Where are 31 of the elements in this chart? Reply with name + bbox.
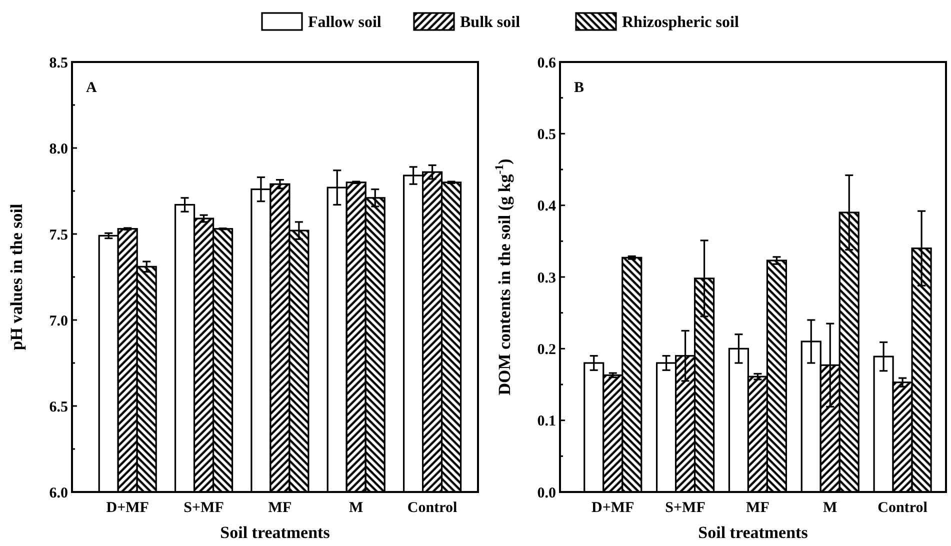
y-tick-label: 0.2 xyxy=(537,342,556,358)
x-tick-label: D+MF xyxy=(592,500,634,516)
legend-label: Fallow soil xyxy=(308,14,382,31)
legend-label: Bulk soil xyxy=(460,14,521,31)
x-tick-label: S+MF xyxy=(184,500,224,516)
y-tick-label: 6.0 xyxy=(49,485,68,502)
y-tick-label: 6.5 xyxy=(49,399,68,416)
x-axis-title: Soil treatments xyxy=(698,523,808,542)
y-tick-label: 0.3 xyxy=(537,270,556,286)
y-tick-label: 7.5 xyxy=(49,227,68,244)
annotation: A xyxy=(86,80,97,96)
y-tick-label: 0.0 xyxy=(537,485,556,502)
y-tick-label: 8.5 xyxy=(49,55,68,72)
x-tick-label: M xyxy=(349,500,364,516)
x-tick-label: MF xyxy=(268,500,292,516)
y-tick-label: 0.1 xyxy=(537,414,556,430)
y-tick-label: 0.5 xyxy=(537,126,556,143)
x-tick-label: M xyxy=(823,500,838,516)
x-tick-label: Control xyxy=(878,500,928,516)
y-tick-label: 7.0 xyxy=(49,313,68,330)
y-tick-label: 0.4 xyxy=(537,198,556,215)
x-tick-label: S+MF xyxy=(665,500,706,516)
y-axis-title: pH values in the soil xyxy=(7,204,26,350)
annotation: B xyxy=(574,80,584,96)
x-tick-label: D+MF xyxy=(106,500,149,516)
x-tick-label: Control xyxy=(407,500,458,516)
y-tick-label: 0.6 xyxy=(537,55,556,72)
x-axis-title: Soil treatments xyxy=(220,523,330,542)
x-tick-label: MF xyxy=(746,500,770,516)
y-tick-label: 8.0 xyxy=(49,141,68,158)
legend-label: Rhizospheric soil xyxy=(622,14,740,31)
